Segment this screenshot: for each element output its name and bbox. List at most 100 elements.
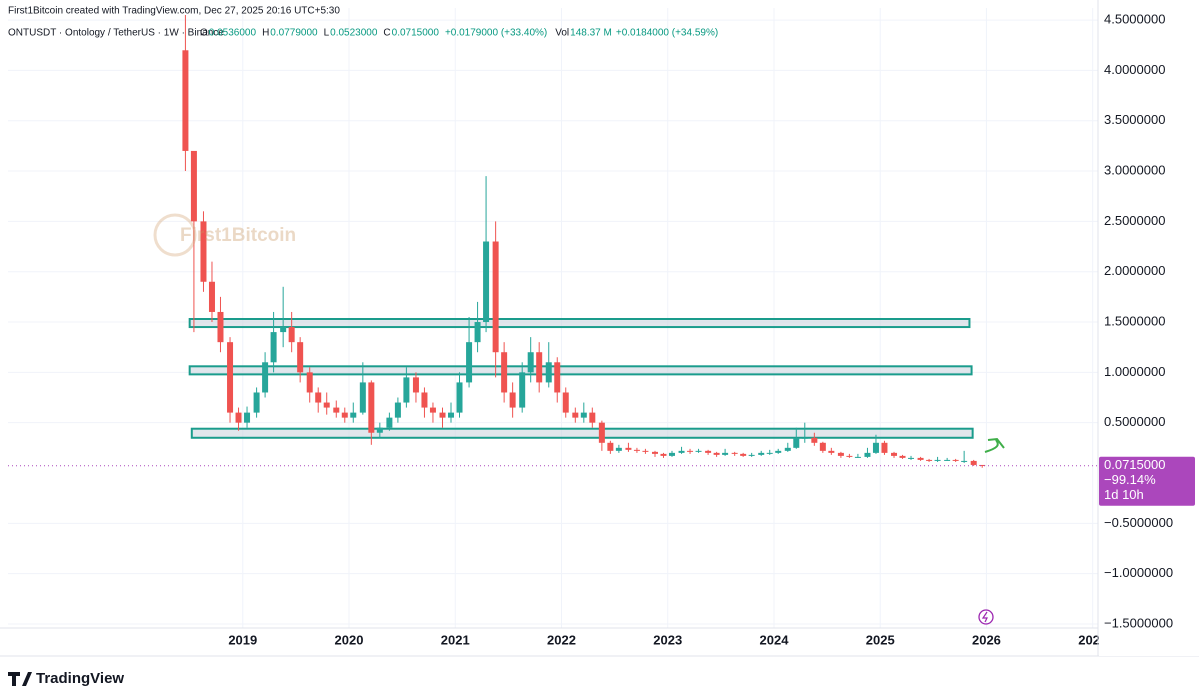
candle-body <box>412 377 419 393</box>
candle-body <box>386 417 393 428</box>
zone <box>188 365 973 376</box>
x-tick-label: 2022 <box>547 632 576 647</box>
candle-body <box>253 392 260 413</box>
candle-body <box>235 412 242 423</box>
candle-body <box>492 241 499 353</box>
candle-body <box>625 447 632 450</box>
countdown: 1d 10h <box>1104 487 1144 502</box>
candle-body <box>580 412 587 418</box>
candle-body <box>615 447 622 451</box>
candle-body <box>182 50 189 151</box>
candle-body <box>705 450 712 453</box>
watermark-logo <box>153 213 197 257</box>
candle-body <box>429 407 436 413</box>
candle-body <box>607 442 614 451</box>
candle-body <box>190 150 197 222</box>
candle-body <box>376 427 383 433</box>
x-tick-label: 2020 <box>335 632 364 647</box>
event-icon <box>978 609 994 625</box>
footer-brand: TradingView <box>36 670 124 687</box>
candle-body <box>341 412 348 418</box>
y-tick-label: 3.5000000 <box>1104 112 1165 127</box>
ohlc-value: 0.0536000 <box>209 28 257 39</box>
candle-body <box>589 412 596 423</box>
candle-body <box>270 332 277 363</box>
candle-body <box>572 412 579 418</box>
volume: 148.37 M <box>570 28 612 39</box>
ohlc-value: 0.0715000 <box>392 28 440 39</box>
arrow-annotation <box>984 437 1005 453</box>
price-axis <box>1099 0 1199 656</box>
candle-body <box>474 322 481 343</box>
candle-body <box>448 412 455 418</box>
x-tick-label: 2023 <box>653 632 682 647</box>
candle-body <box>545 362 552 383</box>
candle-body <box>961 460 968 462</box>
ohlc-key: C <box>383 28 390 39</box>
y-tick-label: 2.0000000 <box>1104 263 1165 278</box>
event-bolt <box>981 611 988 623</box>
candle-body <box>917 457 924 460</box>
y-tick-label: 3.0000000 <box>1104 162 1165 177</box>
candle-body <box>908 457 915 459</box>
y-tick-label: 0.5000000 <box>1104 414 1165 429</box>
candle-body <box>819 442 826 451</box>
candle-body <box>944 459 951 461</box>
candle-body <box>722 452 729 455</box>
candle-body <box>519 372 526 408</box>
candle-body <box>323 402 330 408</box>
ohlc-key: H <box>262 28 269 39</box>
candle-body <box>554 362 561 393</box>
candle-body <box>439 412 446 418</box>
zone <box>190 427 974 439</box>
candle-body <box>784 447 791 451</box>
candle-body <box>687 450 694 452</box>
y-tick-label: 4.5000000 <box>1104 12 1165 27</box>
candle-body <box>562 392 569 413</box>
credit: First1Bitcoin created with TradingView.c… <box>8 6 340 17</box>
candle-body <box>881 442 888 453</box>
candle-body <box>306 372 313 393</box>
last-price-tag <box>1099 456 1195 506</box>
y-tick-label: 2.5000000 <box>1104 213 1165 228</box>
candle-body <box>421 392 428 408</box>
ohlc-key: L <box>324 28 330 39</box>
candle-body <box>793 437 800 448</box>
candle-body <box>244 412 251 423</box>
symbol: ONTUSDT · Ontology / TetherUS · 1W · Bin… <box>8 28 224 39</box>
candle-body <box>456 382 463 413</box>
candle-body <box>642 450 649 452</box>
candle-body <box>501 352 508 393</box>
candle-body <box>350 412 357 418</box>
candle-body <box>208 281 215 312</box>
volume-key: Vol <box>555 28 569 39</box>
candle-body <box>288 327 295 343</box>
candle-body <box>262 362 269 393</box>
candle-body <box>854 456 861 458</box>
ohlc-key: O <box>200 28 208 39</box>
candle-body <box>633 449 640 451</box>
x-tick-label: 2021 <box>441 632 470 647</box>
candle-body <box>200 221 207 282</box>
x-tick-label: 2019 <box>228 632 257 647</box>
candle-body <box>217 311 224 343</box>
candle-body <box>740 453 747 456</box>
plot-area <box>8 8 1098 628</box>
candle-body <box>775 450 782 453</box>
watermark: First1Bitcoin <box>153 213 296 257</box>
candle-body <box>527 352 534 373</box>
x-tick-label: 2026 <box>972 632 1001 647</box>
candle-body <box>891 452 898 456</box>
volume-change: +0.0184000 (+34.59%) <box>616 28 718 39</box>
candle-body <box>801 437 808 439</box>
candle-body <box>934 459 941 461</box>
candle-body <box>509 392 516 408</box>
y-tick-label: −1.0000000 <box>1104 565 1173 580</box>
candle-body <box>678 450 685 453</box>
y-tick-label: −1.5000000 <box>1104 615 1173 630</box>
candle-body <box>280 327 287 333</box>
last-price-change: −99.14% <box>1104 472 1156 487</box>
last-price-label: 0.0715000 <box>1104 457 1165 472</box>
candle-body <box>403 377 410 403</box>
